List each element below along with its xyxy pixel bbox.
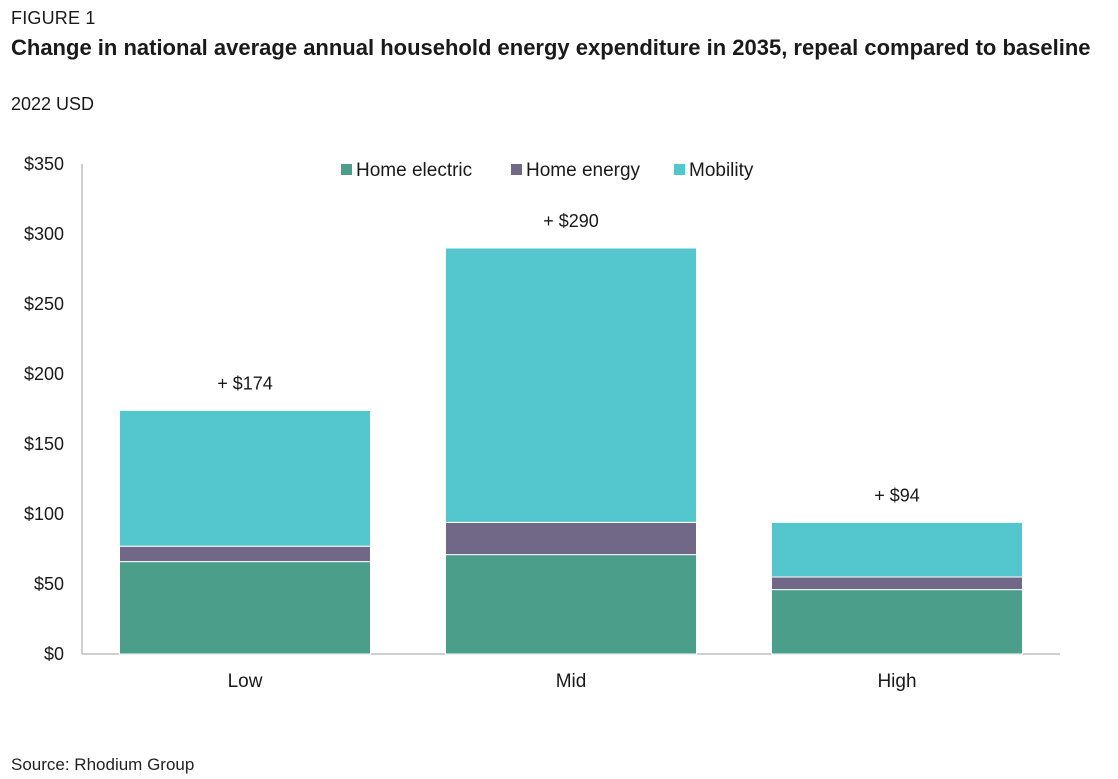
y-tick-label: $50 bbox=[34, 574, 64, 594]
x-category-label: Low bbox=[228, 671, 263, 692]
legend-swatch bbox=[511, 164, 522, 175]
figure-label: FIGURE 1 bbox=[11, 8, 96, 28]
y-tick-label: $0 bbox=[44, 644, 64, 664]
bar-total-label: + $290 bbox=[543, 211, 599, 231]
bar-segment-home-energy bbox=[771, 576, 1023, 591]
bar-total-label: + $94 bbox=[874, 485, 920, 505]
bar-segment-home-electric bbox=[119, 561, 371, 655]
bars bbox=[119, 247, 1023, 655]
bar-segment-home-electric bbox=[445, 554, 697, 655]
x-category-label: High bbox=[877, 671, 916, 692]
bar-segment-mobility bbox=[119, 409, 371, 547]
bar-segment-home-electric bbox=[771, 589, 1023, 655]
legend-swatch bbox=[341, 164, 352, 175]
bar-segment-mobility bbox=[771, 521, 1023, 578]
chart-title: Change in national average annual househ… bbox=[11, 35, 1091, 60]
bar-segment-mobility bbox=[445, 247, 697, 523]
legend-label: Mobility bbox=[689, 160, 754, 181]
chart-subtitle: 2022 USD bbox=[11, 94, 95, 114]
y-tick-label: $200 bbox=[24, 364, 64, 384]
legend-label: Home electric bbox=[356, 160, 472, 181]
source-note: Source: Rhodium Group bbox=[11, 755, 195, 774]
y-tick-label: $150 bbox=[24, 434, 64, 454]
bar-segment-home-energy bbox=[119, 545, 371, 563]
y-tick-label: $250 bbox=[24, 294, 64, 314]
y-tick-label: $300 bbox=[24, 224, 64, 244]
labels: + $174 Low + $290 Mid + $94 High bbox=[217, 211, 920, 692]
x-category-label: Mid bbox=[556, 671, 587, 692]
y-tick-label: $100 bbox=[24, 504, 64, 524]
axes: $0 $50 $100 $150 $200 $250 $300 $350 bbox=[24, 154, 1060, 664]
legend: Home electric Home energy Mobility bbox=[341, 160, 754, 181]
legend-label: Home energy bbox=[526, 160, 641, 181]
bar-segment-home-energy bbox=[445, 521, 697, 556]
legend-swatch bbox=[674, 164, 685, 175]
bar-total-label: + $174 bbox=[217, 373, 273, 393]
y-tick-label: $350 bbox=[24, 154, 64, 174]
